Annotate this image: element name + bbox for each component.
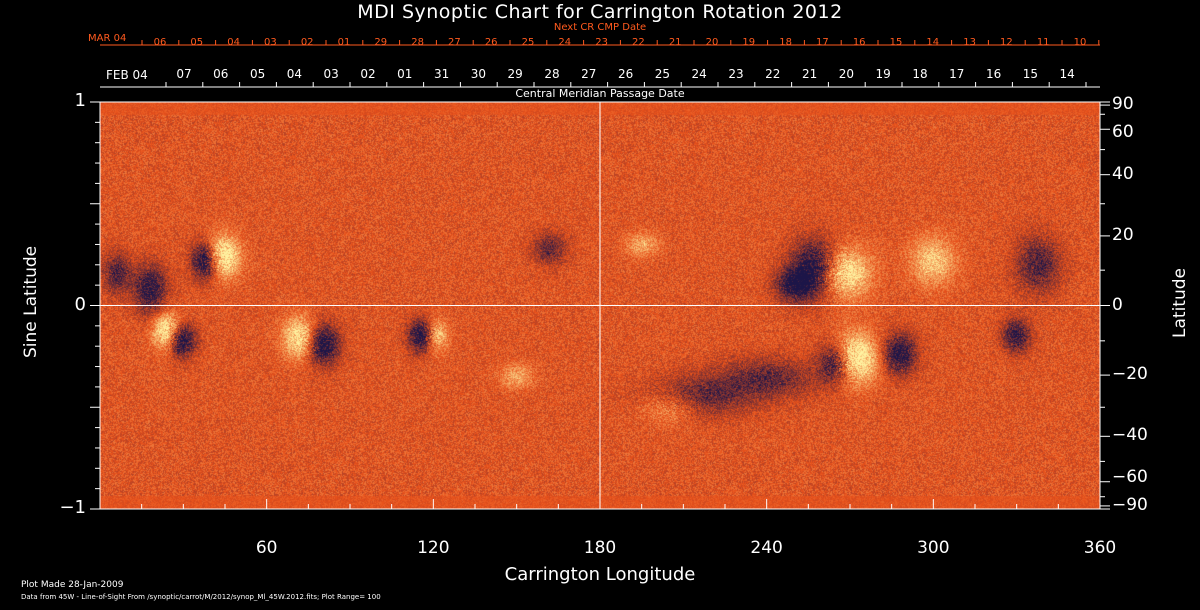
x-tick-label: 360 bbox=[1083, 538, 1117, 558]
chart-title: MDI Synoptic Chart for Carrington Rotati… bbox=[357, 1, 843, 23]
next-cr-date: 22 bbox=[632, 37, 645, 48]
next-cr-date: 29 bbox=[374, 37, 388, 48]
cmp-date: 17 bbox=[949, 67, 965, 81]
next-cr-date: 25 bbox=[521, 37, 535, 48]
cmp-date: 18 bbox=[912, 67, 928, 81]
y-tick-label-left: 0 bbox=[74, 293, 86, 315]
cmp-date: 23 bbox=[728, 67, 744, 81]
data-source-note: Data from 45W - Line-of-Sight From /syno… bbox=[21, 593, 381, 601]
next-cr-date: 05 bbox=[190, 37, 204, 48]
x-tick-label: 300 bbox=[917, 538, 950, 558]
y-axis-label-left: Sine Latitude bbox=[21, 245, 41, 358]
cmp-date: 07 bbox=[176, 67, 192, 81]
next-cr-date: 27 bbox=[448, 37, 461, 48]
cmp-date: 24 bbox=[691, 67, 707, 81]
cmp-date: 04 bbox=[286, 67, 303, 81]
x-tick-label: 120 bbox=[417, 538, 450, 558]
next-cr-date: 12 bbox=[1000, 37, 1013, 48]
y-tick-label-right: −40 bbox=[1112, 425, 1148, 446]
next-cr-date: 26 bbox=[484, 37, 498, 48]
cmp-date: 06 bbox=[213, 67, 229, 81]
y-tick-label-left: −1 bbox=[59, 497, 86, 518]
y-tick-label-right: 60 bbox=[1112, 122, 1134, 143]
cmp-date: 15 bbox=[1022, 67, 1039, 81]
cmp-date: 28 bbox=[544, 67, 560, 81]
y-tick-label-right: −60 bbox=[1112, 466, 1148, 487]
next-cr-date: 01 bbox=[337, 37, 351, 48]
x-tick-label: 240 bbox=[750, 538, 783, 558]
next-cr-date: 03 bbox=[264, 37, 277, 48]
y-axis-label-right: Latitude bbox=[1170, 268, 1190, 338]
next-cr-date: 02 bbox=[300, 37, 314, 48]
next-cr-date: 24 bbox=[558, 37, 572, 48]
next-cr-date: 23 bbox=[595, 37, 608, 48]
cmp-date: 21 bbox=[801, 67, 818, 81]
next-cr-date: 15 bbox=[889, 37, 903, 48]
next-month-label: MAR 04 bbox=[88, 33, 127, 44]
cmp-date: 31 bbox=[433, 67, 450, 81]
next-cr-date: 17 bbox=[816, 37, 829, 48]
next-cr-cmp-label: Next CR CMP Date bbox=[553, 22, 647, 33]
cmp-date: 03 bbox=[323, 67, 339, 81]
y-tick-label-right: 90 bbox=[1112, 94, 1134, 114]
next-cr-date: 19 bbox=[742, 37, 756, 48]
cmp-date: 29 bbox=[507, 67, 523, 81]
y-tick-label-left: 1 bbox=[74, 90, 86, 111]
cmp-date: 26 bbox=[617, 67, 634, 81]
cmp-date: 27 bbox=[581, 67, 597, 81]
next-cr-date: 20 bbox=[705, 37, 719, 48]
next-cr-date: 21 bbox=[668, 37, 682, 48]
next-cr-date: 11 bbox=[1036, 37, 1050, 48]
next-cr-date: 16 bbox=[852, 37, 866, 48]
cmp-date: 19 bbox=[875, 67, 891, 81]
cmp-date: 01 bbox=[397, 67, 413, 81]
y-tick-label-right: 20 bbox=[1112, 224, 1134, 245]
cmp-date: 25 bbox=[654, 67, 671, 81]
y-tick-label-right: 0 bbox=[1112, 294, 1123, 315]
next-cr-date: 28 bbox=[411, 37, 424, 48]
next-cr-date: 18 bbox=[779, 37, 792, 48]
cmp-date: 30 bbox=[470, 67, 487, 81]
y-tick-label-right: −90 bbox=[1112, 495, 1148, 515]
cmp-month-label: FEB 04 bbox=[106, 68, 148, 82]
cmp-date: 14 bbox=[1059, 67, 1075, 81]
x-axis-label: Carrington Longitude bbox=[504, 564, 696, 585]
cmp-date: 16 bbox=[985, 67, 1002, 81]
next-cr-date: 06 bbox=[153, 37, 167, 48]
next-cr-date: 14 bbox=[926, 37, 940, 48]
next-cr-date: 10 bbox=[1073, 37, 1087, 48]
cmp-date-axis-label: Central Meridian Passage Date bbox=[515, 87, 685, 100]
plot-made-note: Plot Made 28-Jan-2009 bbox=[21, 580, 124, 590]
x-tick-label: 60 bbox=[255, 538, 278, 558]
cmp-date: 22 bbox=[765, 67, 781, 81]
x-tick-label: 180 bbox=[583, 538, 617, 558]
cmp-date: 05 bbox=[249, 67, 266, 81]
y-tick-label-right: −20 bbox=[1112, 364, 1148, 385]
next-cr-date: 04 bbox=[227, 37, 240, 48]
next-cr-date: 13 bbox=[963, 37, 976, 48]
cmp-date: 20 bbox=[838, 67, 855, 81]
cmp-date: 02 bbox=[360, 67, 376, 81]
y-tick-label-right: 40 bbox=[1112, 163, 1134, 184]
